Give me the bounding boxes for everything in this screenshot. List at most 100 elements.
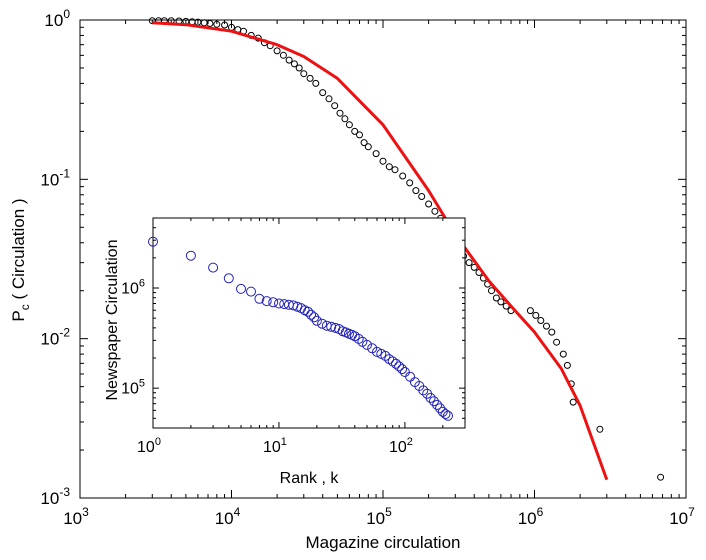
x-tick-label-base: 10: [215, 509, 234, 528]
x-tick-label-base: 10: [389, 439, 407, 456]
data-point: [543, 322, 550, 330]
data-point: [379, 157, 387, 165]
y-tick-label-exponent: 0: [63, 7, 70, 21]
data-point: [285, 56, 293, 64]
x-tick-label: 100: [137, 436, 161, 456]
y-tick-label-exponent: 6: [139, 278, 145, 290]
data-point: [425, 392, 436, 403]
y-tick-label-base: 10: [44, 11, 63, 30]
y-label-p: P: [9, 310, 28, 321]
data-point: [223, 273, 234, 284]
data-point: [362, 339, 372, 350]
data-point: [351, 127, 359, 135]
data-point: [384, 354, 395, 365]
data-point: [391, 166, 399, 174]
data-point: [537, 317, 545, 324]
x-tick-label: 103: [63, 505, 89, 528]
data-point: [406, 179, 414, 187]
data-point: [391, 358, 401, 369]
data-point: [435, 403, 445, 414]
inset-x-axis-label: Rank , k: [280, 470, 340, 487]
x-tick-label-exponent: 2: [407, 436, 413, 448]
data-point: [353, 333, 364, 344]
main-x-axis-label: Magazine circulation: [306, 533, 461, 552]
y-tick-label-base: 10: [40, 330, 59, 349]
data-point: [246, 286, 256, 297]
x-tick-label: 107: [669, 505, 695, 528]
data-point: [306, 74, 314, 82]
inset-y-axis-label: Newspaper Circulation: [104, 240, 121, 401]
data-point: [312, 79, 320, 87]
y-tick-label-base: 10: [121, 281, 139, 298]
x-tick-label: 104: [215, 505, 241, 528]
x-tick-label-exponent: 5: [385, 505, 392, 519]
x-tick-label-base: 10: [63, 509, 82, 528]
data-point: [488, 287, 495, 295]
data-point: [440, 409, 451, 420]
inset-series: [148, 236, 453, 421]
data-point: [412, 187, 420, 195]
x-tick-label-base: 10: [518, 509, 537, 528]
x-tick-label-exponent: 6: [537, 505, 544, 519]
data-point: [553, 338, 561, 346]
data-point: [345, 121, 353, 129]
data-point: [380, 350, 391, 361]
y-tick-label-exponent: -2: [59, 326, 70, 340]
x-tick-label-exponent: 3: [82, 505, 89, 519]
data-point: [385, 163, 393, 171]
data-point: [268, 297, 279, 308]
x-tick-label: 106: [518, 505, 544, 528]
data-point: [309, 312, 320, 323]
data-point: [273, 47, 281, 55]
data-point: [336, 109, 344, 117]
main-y-axis-label: Pc ( Circulation ): [9, 198, 32, 321]
data-point: [303, 306, 313, 317]
y-tick-label: 106: [121, 278, 145, 298]
y-tick-label-exponent: 5: [139, 378, 145, 390]
data-point: [559, 350, 567, 358]
data-point: [274, 298, 284, 309]
data-point: [425, 200, 433, 208]
data-point: [208, 262, 219, 273]
y-tick-label: 105: [121, 378, 145, 398]
data-point: [657, 473, 665, 481]
data-point: [532, 311, 540, 319]
data-point: [399, 172, 407, 180]
data-point: [397, 364, 408, 375]
x-tick-label: 102: [389, 436, 413, 456]
data-point: [360, 139, 368, 147]
data-point: [319, 89, 327, 97]
data-point: [465, 259, 473, 267]
data-point: [563, 361, 571, 369]
x-tick-label-base: 10: [669, 509, 688, 528]
y-label-rest: ( Circulation ): [9, 198, 28, 304]
data-point: [492, 294, 500, 302]
y-tick-label: 10-3: [40, 485, 70, 508]
data-point: [364, 143, 372, 151]
data-point: [418, 193, 426, 200]
y-tick-label-base: 10: [40, 170, 59, 189]
y-tick-label-exponent: -1: [59, 166, 70, 180]
data-point: [213, 20, 221, 28]
data-point: [394, 361, 405, 372]
data-point: [548, 328, 556, 336]
y-tick-label: 100: [44, 7, 70, 30]
data-point: [569, 398, 577, 406]
y-label-sub: c: [18, 304, 32, 310]
data-point: [356, 131, 363, 139]
x-tick-label: 105: [366, 505, 392, 528]
data-point: [254, 293, 265, 304]
data-point: [387, 356, 398, 367]
data-point: [325, 95, 333, 103]
data-point: [290, 60, 298, 68]
data-point: [431, 207, 439, 215]
data-point: [206, 20, 214, 27]
data-point: [148, 236, 158, 247]
inset-plot-frame: [152, 217, 466, 429]
data-point: [443, 410, 453, 421]
data-point: [526, 307, 534, 315]
data-point: [418, 385, 429, 396]
data-point: [497, 298, 505, 306]
